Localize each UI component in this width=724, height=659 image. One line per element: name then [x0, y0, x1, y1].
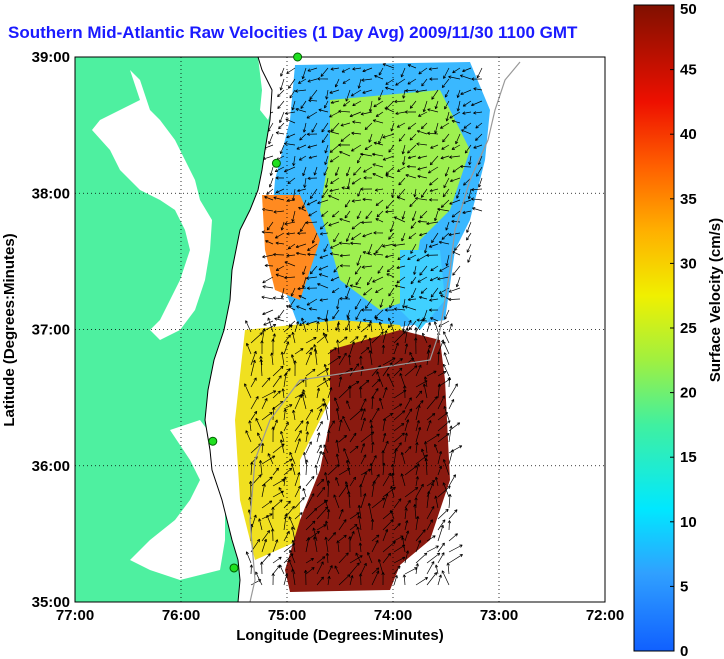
- colorbar-tick-label: 20: [680, 385, 697, 402]
- velocity-field: [235, 62, 490, 592]
- colorbar: [633, 4, 675, 652]
- coastline: [204, 57, 273, 602]
- radar-station-marker: [229, 563, 239, 573]
- colorbar-tick-label: 0: [680, 643, 688, 659]
- chesapeake-bay: [92, 70, 212, 340]
- radar-stations: [208, 52, 303, 573]
- velocity-patch-green: [320, 90, 470, 310]
- velocity-patch-orange-west: [262, 195, 320, 300]
- x-tick-label: 76:00: [162, 607, 200, 624]
- colorbar-tick-label: 50: [680, 1, 697, 18]
- y-axis-label: Latitude (Degrees:Minutes): [1, 233, 18, 426]
- x-tick-label: 72:00: [586, 607, 624, 624]
- map-grid: [75, 57, 605, 602]
- x-tick-label: 73:00: [480, 607, 518, 624]
- radar-station-marker: [271, 158, 281, 168]
- x-axis-label: Longitude (Degrees:Minutes): [236, 627, 444, 644]
- radar-station-marker: [208, 436, 218, 446]
- colorbar-tick-label: 25: [680, 320, 697, 337]
- colorbar-tick-label: 10: [680, 514, 697, 531]
- x-tick-label: 75:00: [268, 607, 306, 624]
- bathymetry-contour: [249, 61, 521, 602]
- y-tick-label: 35:00: [32, 594, 70, 611]
- colorbar-tick-label: 15: [680, 449, 697, 466]
- colorbar-tick-label: 5: [680, 578, 688, 595]
- colorbar-label: Surface Velocity (cm/s): [707, 218, 724, 382]
- colorbar-tick-label: 35: [680, 191, 697, 208]
- colorbar-tick-label: 30: [680, 255, 697, 272]
- velocity-patch-darkred: [285, 330, 450, 592]
- map-title: Southern Mid-Atlantic Raw Velocities (1 …: [8, 23, 578, 42]
- colorbar-tick-label: 45: [680, 62, 697, 79]
- y-tick-label: 37:00: [32, 322, 70, 339]
- pamlico-sound: [130, 420, 225, 580]
- y-tick-label: 39:00: [32, 49, 70, 66]
- y-tick-label: 38:00: [32, 185, 70, 202]
- x-tick-label: 74:00: [374, 607, 412, 624]
- radar-station-marker: [293, 52, 303, 62]
- colorbar-tick-label: 40: [680, 126, 697, 143]
- x-tick-label: 77:00: [56, 607, 94, 624]
- y-tick-label: 36:00: [32, 458, 70, 475]
